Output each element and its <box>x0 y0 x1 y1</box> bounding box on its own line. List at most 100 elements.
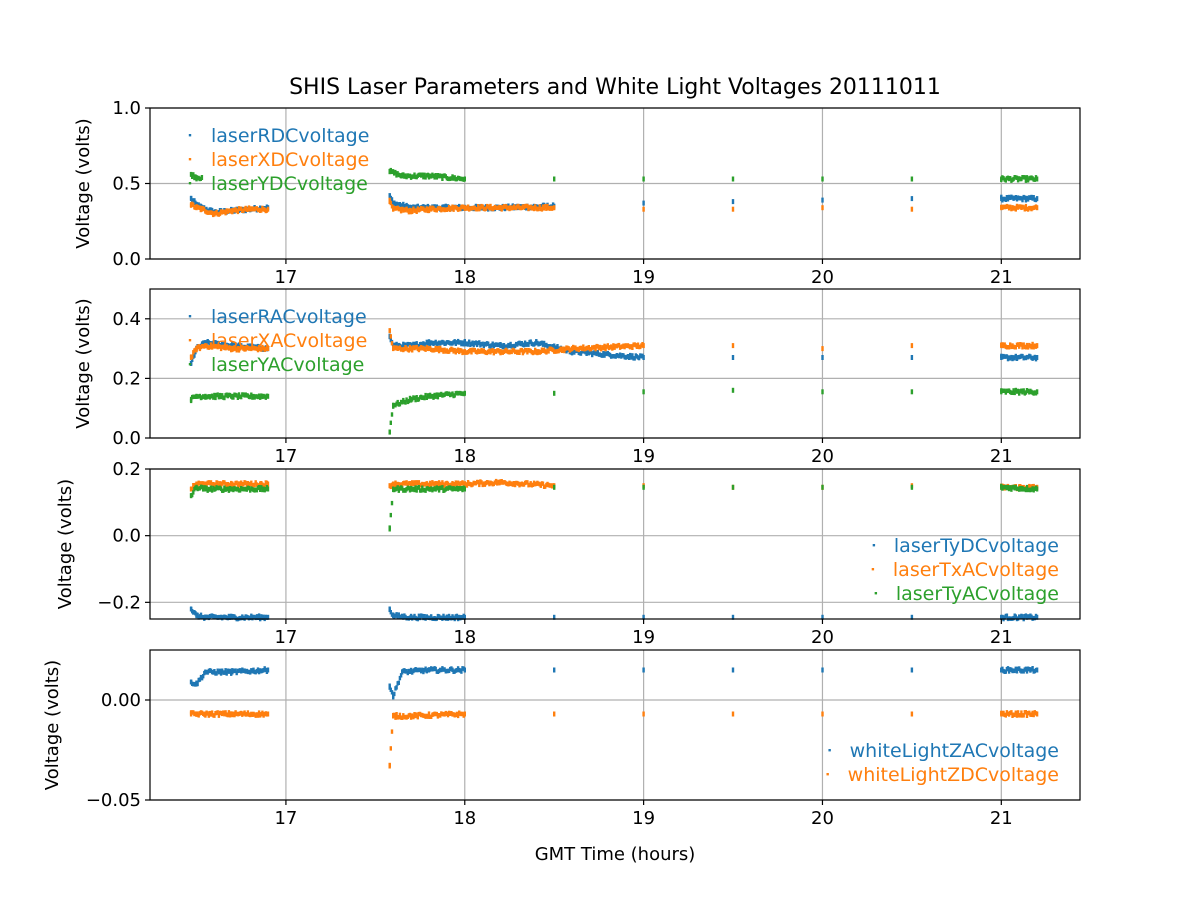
legend-marker <box>188 339 192 342</box>
data-point <box>910 711 914 717</box>
data-point <box>538 204 541 209</box>
data-point <box>401 715 404 720</box>
data-point <box>456 713 460 719</box>
data-point <box>1022 388 1025 393</box>
data-point <box>250 392 253 397</box>
data-point <box>617 342 621 348</box>
data-point <box>415 395 418 400</box>
data-point <box>389 610 392 615</box>
y-tick-label: 0.2 <box>112 459 141 480</box>
data-point <box>398 675 402 681</box>
data-point <box>389 746 392 751</box>
data-point <box>455 613 459 619</box>
y-tick-label: 0.2 <box>112 368 141 389</box>
data-point <box>388 193 391 199</box>
data-point <box>409 346 413 352</box>
data-point <box>424 714 427 719</box>
data-point <box>1012 388 1015 393</box>
data-point <box>910 196 914 202</box>
data-point <box>491 341 494 346</box>
data-point <box>553 343 556 348</box>
data-point <box>451 204 454 209</box>
data-point <box>221 393 224 398</box>
data-point <box>405 346 408 351</box>
data-point <box>427 483 431 488</box>
data-point <box>189 711 193 717</box>
data-point <box>436 345 440 351</box>
data-point <box>397 488 400 493</box>
data-point <box>390 412 394 417</box>
data-point <box>453 347 456 353</box>
data-point <box>390 690 394 695</box>
data-point <box>463 614 466 620</box>
data-point <box>256 667 260 672</box>
panel-1: 17 18 19 20 21 0.0 0.5 1.0 Voltage (volts) laserR… <box>73 98 1081 288</box>
data-point <box>238 488 242 493</box>
data-point <box>200 484 204 490</box>
data-point <box>459 483 462 488</box>
x-tick-label: 18 <box>453 627 476 648</box>
data-point <box>409 667 413 673</box>
series-laserYACvoltage <box>189 387 1039 435</box>
legend-marker <box>188 158 192 161</box>
data-point <box>553 176 556 182</box>
data-point <box>217 341 221 346</box>
data-point <box>405 669 408 674</box>
data-point <box>392 713 395 719</box>
data-point <box>427 340 431 346</box>
x-tick-label: 19 <box>632 808 655 829</box>
legend-label: laserYACvoltage <box>211 354 364 376</box>
data-point <box>1009 176 1012 181</box>
data-point <box>1011 390 1014 395</box>
data-point <box>910 484 914 490</box>
data-point <box>192 202 195 207</box>
x-tick-label: 19 <box>632 446 655 467</box>
data-point <box>541 481 545 486</box>
data-point <box>424 392 427 398</box>
data-point <box>406 204 409 209</box>
data-point <box>388 199 391 205</box>
data-point <box>631 353 634 358</box>
data-point <box>1035 389 1039 395</box>
data-point <box>1014 353 1017 359</box>
data-point <box>189 606 193 612</box>
data-point <box>1000 389 1003 395</box>
data-point <box>443 392 446 397</box>
data-point <box>210 393 214 398</box>
data-point <box>1014 614 1017 619</box>
data-point <box>1024 178 1028 183</box>
data-point <box>424 666 427 671</box>
data-point <box>642 176 645 182</box>
data-point <box>266 206 270 212</box>
data-point <box>545 206 548 211</box>
x-tick-label: 21 <box>990 446 1013 467</box>
data-point <box>441 485 444 490</box>
data-point <box>494 478 498 484</box>
data-point <box>1009 204 1012 209</box>
legend-label: laserXACvoltage <box>211 330 367 352</box>
data-point <box>425 206 428 211</box>
data-point <box>192 490 195 495</box>
data-point <box>202 674 205 679</box>
data-point <box>227 710 231 715</box>
data-point <box>1007 345 1011 350</box>
data-point <box>1021 614 1024 619</box>
data-point <box>426 714 430 719</box>
data-point <box>392 206 395 212</box>
data-point <box>1013 390 1016 396</box>
data-point <box>910 389 914 395</box>
data-point <box>412 714 415 720</box>
data-point <box>606 343 609 348</box>
data-point <box>468 339 471 344</box>
data-point <box>1000 484 1003 490</box>
series-laserXACvoltage <box>189 328 1039 360</box>
legend-label: laserTyDCvoltage <box>894 535 1059 557</box>
data-point <box>470 350 473 355</box>
data-point <box>204 486 207 492</box>
data-point <box>443 207 446 213</box>
data-point <box>398 402 402 407</box>
data-point <box>209 485 213 490</box>
data-point <box>249 206 252 212</box>
data-point <box>478 340 481 345</box>
